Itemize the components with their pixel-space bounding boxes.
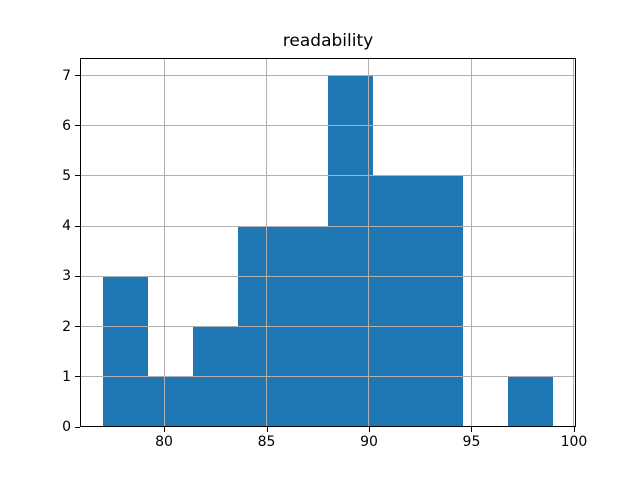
y-gridline <box>80 225 576 227</box>
y-gridline <box>80 326 576 328</box>
x-tick-label: 100 <box>560 434 588 450</box>
y-tick-mark <box>75 426 80 428</box>
y-tick-label: 7 <box>62 67 71 84</box>
y-tick-mark <box>75 125 80 127</box>
y-tick-label: 6 <box>62 117 71 134</box>
x-gridline <box>470 58 472 427</box>
histogram-bar <box>508 376 554 427</box>
y-tick-label: 5 <box>62 167 71 184</box>
histogram-bar <box>418 175 464 427</box>
y-tick-mark <box>75 225 80 227</box>
y-gridline <box>80 275 576 277</box>
y-gridline <box>80 175 576 177</box>
x-tick-label: 95 <box>462 434 481 450</box>
x-gridline <box>573 58 575 427</box>
x-tick-mark <box>368 427 370 432</box>
x-tick-mark <box>573 427 575 432</box>
y-tick-label: 1 <box>62 368 71 385</box>
x-gridline <box>163 58 165 427</box>
x-tick-label: 90 <box>360 434 378 450</box>
y-tick-label: 3 <box>62 268 71 285</box>
histogram-bar <box>102 276 148 427</box>
y-tick-mark <box>75 75 80 77</box>
x-tick-mark <box>164 427 166 432</box>
x-gridline <box>368 58 370 427</box>
y-tick-label: 4 <box>62 218 71 235</box>
x-tick-mark <box>471 427 473 432</box>
chart-title: readability <box>282 31 374 51</box>
y-tick-label: 0 <box>62 419 71 435</box>
y-tick-mark <box>75 376 80 378</box>
x-tick-mark <box>266 427 268 432</box>
y-tick-mark <box>75 275 80 277</box>
histogram-bar <box>373 175 419 427</box>
x-gridline <box>266 58 267 427</box>
x-tick-label: 85 <box>257 434 276 450</box>
y-tick-mark <box>75 326 80 328</box>
histogram-bar <box>147 376 193 427</box>
x-tick-label: 80 <box>155 434 173 450</box>
plot-area <box>80 58 576 427</box>
histogram-bar <box>328 75 374 427</box>
y-gridline <box>80 376 576 378</box>
y-tick-mark <box>75 175 80 177</box>
y-tick-label: 2 <box>62 318 71 335</box>
y-gridline <box>80 75 576 77</box>
y-gridline <box>80 125 576 127</box>
